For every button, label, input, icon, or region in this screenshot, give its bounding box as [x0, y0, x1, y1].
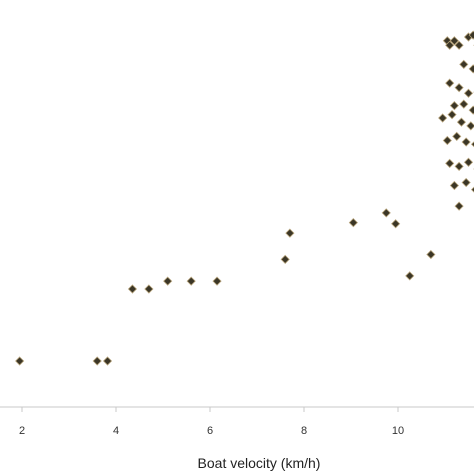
data-points [15, 30, 474, 366]
data-point [426, 249, 436, 260]
data-point [470, 141, 474, 148]
data-point [466, 121, 474, 131]
data-point [447, 110, 457, 120]
data-point [468, 30, 474, 40]
data-point [144, 284, 154, 294]
data-point [454, 83, 464, 93]
data-point [470, 186, 474, 193]
data-point [456, 117, 467, 127]
data-point [454, 161, 464, 171]
x-tick-label: 10 [392, 425, 404, 437]
x-tick-label: 4 [113, 425, 119, 437]
data-point [127, 284, 138, 294]
data-point [445, 40, 455, 50]
data-point [405, 271, 415, 281]
x-axis-title: Boat velocity (km/h) [198, 455, 321, 471]
data-point [463, 88, 474, 98]
data-point [102, 356, 113, 366]
data-point [92, 356, 102, 366]
data-point [461, 137, 471, 147]
data-point [285, 228, 295, 238]
data-point [452, 131, 462, 141]
data-point [391, 219, 401, 229]
data-point [15, 356, 25, 366]
x-tick-label: 2 [19, 425, 25, 437]
x-tick-label: 8 [301, 425, 307, 437]
data-point [449, 101, 459, 111]
x-tick-label: 6 [207, 425, 213, 437]
data-point [163, 276, 173, 286]
data-point [280, 254, 290, 264]
data-point [461, 177, 471, 188]
data-point [348, 218, 358, 228]
data-point [449, 180, 459, 191]
data-point [468, 64, 474, 74]
data-point [449, 36, 459, 46]
data-point [212, 276, 222, 286]
data-point [454, 40, 464, 50]
data-point [442, 135, 452, 146]
data-point [463, 157, 474, 167]
data-point [438, 113, 448, 123]
data-point [459, 59, 469, 69]
data-point [186, 276, 196, 286]
x-axis-ticks: 2 4 6 8 10 [19, 407, 404, 437]
data-point [468, 105, 474, 115]
data-point [381, 208, 391, 218]
data-point [454, 201, 464, 211]
data-point [445, 78, 455, 88]
data-point [459, 99, 469, 109]
data-point [445, 158, 455, 168]
